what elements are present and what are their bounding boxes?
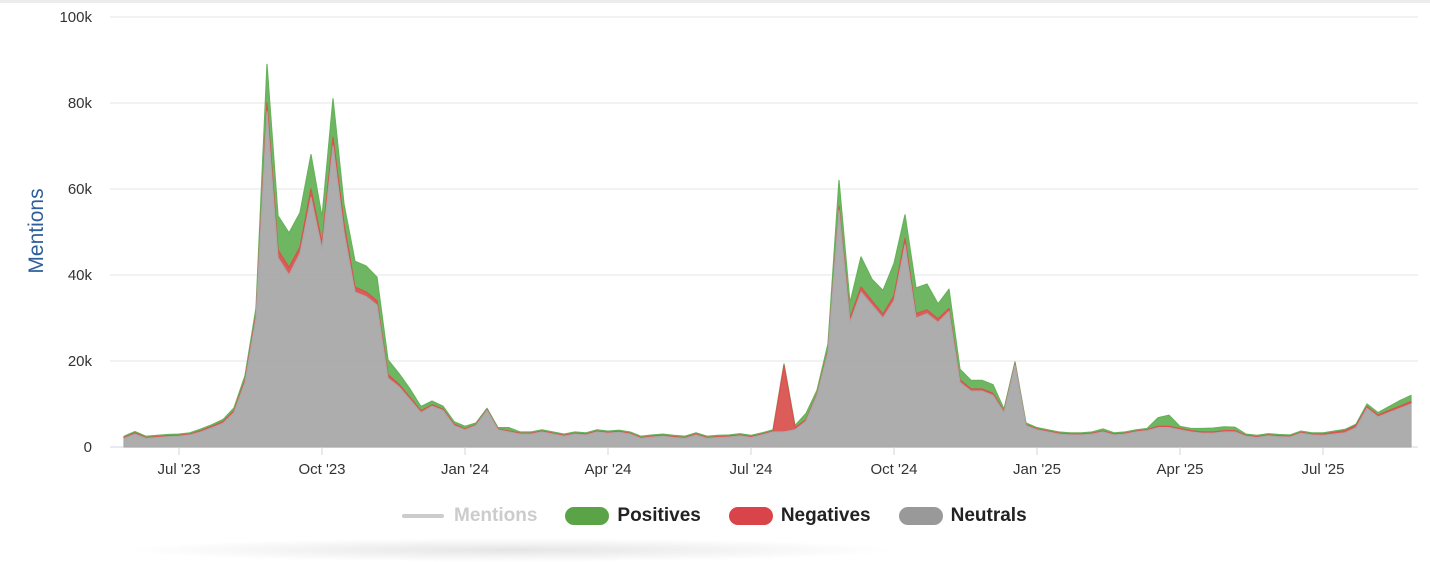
- y-tick-label: 60k: [68, 181, 93, 198]
- panel-shadow: [120, 538, 900, 562]
- legend-mentions-label: Mentions: [454, 505, 538, 526]
- legend-item-negatives[interactable]: Negatives: [728, 505, 871, 527]
- legend-item-neutrals[interactable]: Neutrals: [898, 505, 1027, 527]
- legend-positives-symbol: [565, 507, 610, 525]
- y-tick-label: 100k: [59, 9, 92, 26]
- x-tick-label: Jul '23: [158, 461, 201, 478]
- legend-neutrals-label: Neutrals: [950, 505, 1027, 526]
- legend-item-positives[interactable]: Positives: [565, 505, 701, 527]
- y-tick-label: 20k: [68, 353, 93, 370]
- area-neutrals: [123, 111, 1412, 448]
- y-axis-title: Mentions: [25, 188, 48, 273]
- y-tick-label: 0: [84, 439, 92, 456]
- sentiment-areas: [123, 63, 1412, 448]
- legend-neutrals-symbol: [898, 507, 943, 525]
- legend-negatives-label: Negatives: [780, 505, 871, 526]
- chart-legend: Mentions Positives Negatives Neutrals: [402, 501, 1027, 531]
- top-border: [0, 0, 1430, 3]
- x-tick-label: Jul '24: [730, 461, 773, 478]
- x-tick-label: Apr '25: [1156, 461, 1203, 478]
- x-tick-label: Jan '25: [1013, 461, 1061, 478]
- legend-item-mentions[interactable]: Mentions: [402, 505, 537, 527]
- legend-mentions-symbol: [402, 514, 444, 518]
- legend-negatives-symbol: [728, 507, 773, 525]
- y-axis: 0 20k 40k 60k 80k 100k: [59, 9, 92, 456]
- mentions-area-chart: Jul '23 Oct '23 Jan '24 Apr '24 Jul '24 Oct '…: [25, 9, 1418, 478]
- y-tick-label: 80k: [68, 95, 93, 112]
- x-tick-label: Oct '24: [870, 461, 917, 478]
- x-tick-label: Oct '23: [298, 461, 345, 478]
- legend-positives-label: Positives: [617, 505, 701, 526]
- x-tick-label: Apr '24: [584, 461, 631, 478]
- x-axis: Jul '23 Oct '23 Jan '24 Apr '24 Jul '24 Oct '…: [158, 447, 1345, 478]
- x-tick-label: Jan '24: [441, 461, 489, 478]
- y-tick-label: 40k: [68, 267, 93, 284]
- x-tick-label: Jul '25: [1302, 461, 1345, 478]
